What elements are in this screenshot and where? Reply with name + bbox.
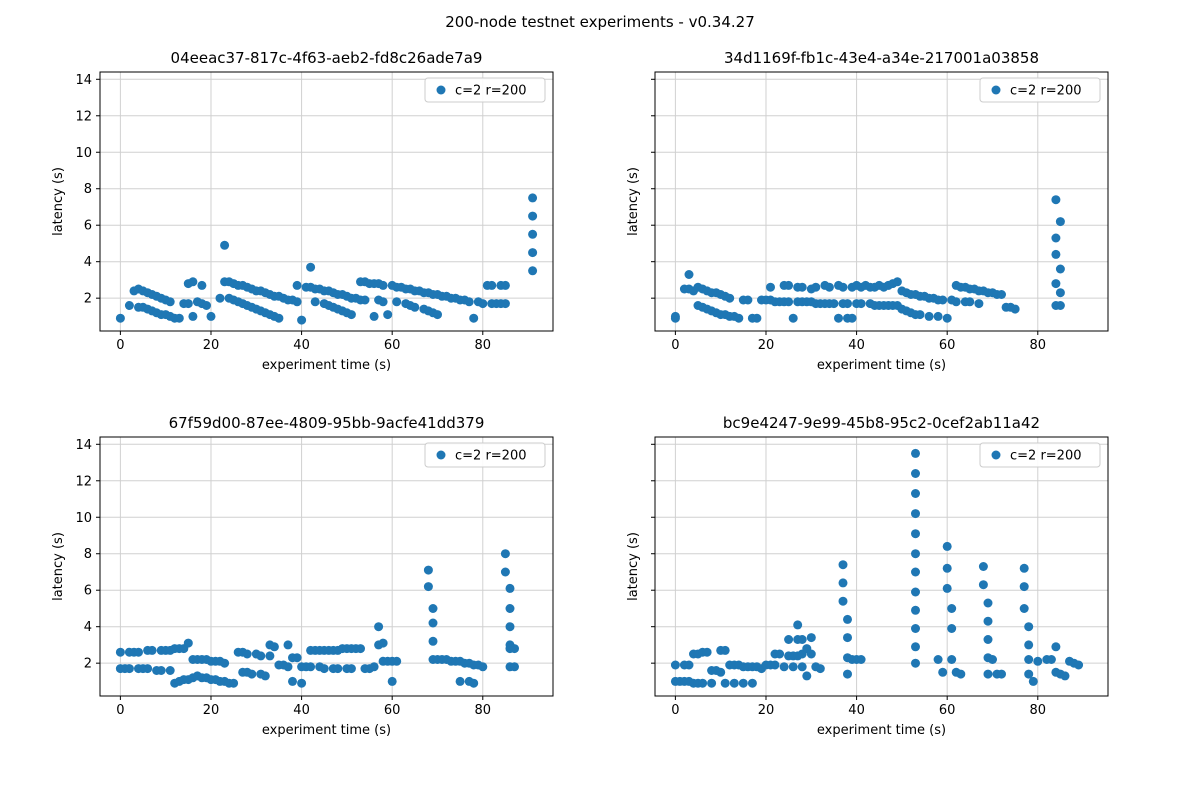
- tick-labels: 0 20 40 60 80: [671, 338, 1046, 353]
- axis-ticks: [96, 443, 484, 700]
- legend-box: [424, 442, 546, 468]
- legend-label: c=2 r=200: [455, 449, 527, 464]
- x-tick-label: 40: [293, 338, 310, 353]
- y-tick-label: 12: [75, 109, 92, 124]
- legend-marker-icon: [436, 85, 446, 95]
- x-axis-label: experiment time (s): [817, 723, 946, 738]
- x-tick-label: 20: [203, 703, 220, 718]
- x-tick-label: 0: [116, 703, 124, 718]
- data-points: [670, 195, 1065, 323]
- legend: c=2 r=200: [979, 77, 1101, 103]
- grid-lines: [655, 437, 1108, 696]
- axis-ticks: [651, 443, 1039, 700]
- legend-box: [979, 77, 1101, 103]
- x-tick-label: 60: [939, 703, 956, 718]
- y-axis-label: latency (s): [626, 532, 641, 601]
- legend-box: [979, 442, 1101, 468]
- data-points: [670, 448, 1084, 688]
- x-tick-label: 20: [758, 703, 775, 718]
- x-tick-label: 40: [848, 338, 865, 353]
- y-tick-label: 4: [84, 620, 92, 635]
- tick-labels: 0 20 40 60 80 2 4 6 8 10 12 14: [75, 73, 491, 353]
- x-tick-label: 60: [384, 703, 401, 718]
- subplot-bottom-left: 0 20 40 60 80 2 4 6 8 10 12 14 67f59d00-87ee-4809-95…: [45, 409, 565, 744]
- y-tick-label: 14: [75, 73, 92, 88]
- legend: c=2 r=200: [424, 442, 546, 468]
- y-tick-label: 8: [84, 547, 92, 562]
- y-tick-label: 6: [84, 584, 92, 599]
- axis-ticks: [96, 78, 484, 335]
- legend-label: c=2 r=200: [1010, 84, 1082, 99]
- y-tick-label: 10: [75, 146, 92, 161]
- y-tick-label: 4: [84, 255, 92, 270]
- y-tick-label: 10: [75, 511, 92, 526]
- axes-frame: [99, 71, 554, 332]
- y-tick-label: 14: [75, 438, 92, 453]
- x-tick-label: 60: [384, 338, 401, 353]
- axes-frame: [654, 436, 1109, 697]
- x-tick-label: 80: [1030, 338, 1047, 353]
- grid-lines: [100, 72, 553, 331]
- axis-ticks: [651, 78, 1039, 335]
- y-axis-label: latency (s): [626, 167, 641, 236]
- legend-box: [424, 77, 546, 103]
- subplot-top-right: 0 20 40 60 80 34d1169f-fb1c-43e4-a34e-217001a…: [600, 44, 1120, 379]
- chart-title: 04eeac37-817c-4f63-aeb2-fd8c26ade7a9: [171, 49, 483, 67]
- y-tick-label: 2: [84, 292, 92, 307]
- x-tick-label: 20: [203, 338, 220, 353]
- x-tick-label: 80: [475, 338, 492, 353]
- data-points: [115, 549, 519, 688]
- subplot-top-left: 0 20 40 60 80 2 4 6 8 10 12 14 04eeac37-817c-4f63-ae…: [45, 44, 565, 379]
- y-tick-label: 6: [84, 219, 92, 234]
- scatter-chart-bottom-left: 0 20 40 60 80 2 4 6 8 10 12 14 67f59d00-87ee-4809-95…: [51, 414, 554, 738]
- legend-label: c=2 r=200: [455, 84, 527, 99]
- x-tick-label: 0: [671, 703, 679, 718]
- y-axis-label: latency (s): [51, 167, 66, 236]
- legend-marker-icon: [991, 450, 1001, 460]
- legend-marker-icon: [436, 450, 446, 460]
- x-tick-label: 40: [848, 703, 865, 718]
- x-axis-label: experiment time (s): [262, 723, 391, 738]
- legend-marker-icon: [991, 85, 1001, 95]
- x-tick-label: 60: [939, 338, 956, 353]
- x-axis-label: experiment time (s): [817, 358, 946, 373]
- figure-suptitle: 200-node testnet experiments - v0.34.27: [445, 13, 755, 31]
- data-points: [115, 193, 538, 325]
- tick-labels: 0 20 40 60 80 2 4 6 8 10 12 14: [75, 438, 491, 718]
- subplot-bottom-right: 0 20 40 60 80 bc9e4247-9e99-45b8-95c2-0cef2ab…: [600, 409, 1120, 744]
- x-tick-label: 80: [1030, 703, 1047, 718]
- legend: c=2 r=200: [424, 77, 546, 103]
- tick-labels: 0 20 40 60 80: [671, 703, 1046, 718]
- scatter-chart-top-left: 0 20 40 60 80 2 4 6 8 10 12 14 04eeac37-817c-4f63-ae…: [51, 49, 554, 373]
- legend-label: c=2 r=200: [1010, 449, 1082, 464]
- x-tick-label: 40: [293, 703, 310, 718]
- grid-lines: [100, 437, 553, 696]
- scatter-chart-top-right: 0 20 40 60 80 34d1169f-fb1c-43e4-a34e-217001a…: [626, 49, 1109, 373]
- y-tick-label: 8: [84, 182, 92, 197]
- x-axis-label: experiment time (s): [262, 358, 391, 373]
- x-tick-label: 80: [475, 703, 492, 718]
- chart-title: bc9e4247-9e99-45b8-95c2-0cef2ab11a42: [723, 414, 1040, 432]
- chart-title: 67f59d00-87ee-4809-95bb-9acfe41dd379: [169, 414, 485, 432]
- x-tick-label: 0: [671, 338, 679, 353]
- y-tick-label: 2: [84, 657, 92, 672]
- x-tick-label: 20: [758, 338, 775, 353]
- y-tick-label: 12: [75, 474, 92, 489]
- axes-frame: [99, 436, 554, 697]
- legend: c=2 r=200: [979, 442, 1101, 468]
- x-tick-label: 0: [116, 338, 124, 353]
- axes-frame: [654, 71, 1109, 332]
- chart-title: 34d1169f-fb1c-43e4-a34e-217001a03858: [724, 49, 1039, 67]
- scatter-chart-bottom-right: 0 20 40 60 80 bc9e4247-9e99-45b8-95c2-0cef2ab…: [626, 414, 1109, 738]
- y-axis-label: latency (s): [51, 532, 66, 601]
